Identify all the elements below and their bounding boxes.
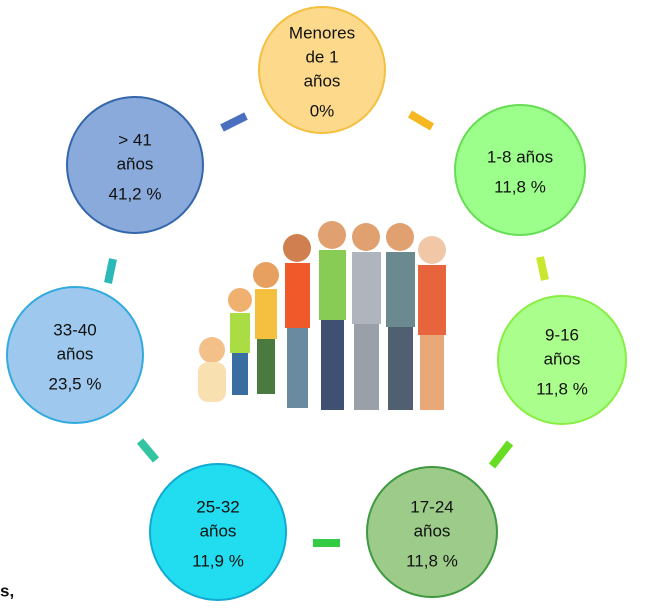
- age-group-node: 33-40 años 23,5 %: [6, 286, 144, 424]
- node-label: años: [200, 521, 237, 540]
- node-value: 11,8 %: [406, 551, 458, 570]
- connectors: [104, 110, 549, 547]
- node-label: años: [304, 71, 341, 90]
- person: [418, 236, 446, 410]
- person: [318, 221, 346, 410]
- node-label: Menores: [289, 23, 355, 42]
- node-label: 9-16: [545, 325, 579, 344]
- node-value: 11,9 %: [192, 551, 244, 570]
- node-label: 33-40: [53, 320, 96, 339]
- text-fragment: s,: [0, 581, 14, 600]
- node-label: 1-8 años: [487, 147, 553, 166]
- connector: [104, 258, 117, 284]
- node-circle: [454, 104, 586, 236]
- node-label: años: [57, 344, 94, 363]
- node-circle: [149, 463, 287, 601]
- age-group-node: > 41 años 41,2 %: [66, 96, 204, 234]
- node-label: 25-32: [196, 497, 239, 516]
- node-circle: [258, 6, 386, 134]
- node-circle: [366, 466, 498, 598]
- node-value: 41,2 %: [109, 184, 162, 203]
- person: [352, 223, 381, 410]
- node-label: > 41: [118, 130, 152, 149]
- node-value: 11,8 %: [536, 379, 588, 398]
- node-label: años: [544, 349, 581, 368]
- node-circle: [6, 286, 144, 424]
- age-group-node: 25-32 años 11,9 %: [149, 463, 287, 601]
- people-illustration: [190, 212, 452, 422]
- age-group-node: Menores de 1 años 0%: [258, 6, 386, 134]
- age-group-node: 1-8 años 11,8 %: [454, 104, 586, 236]
- node-label: 17-24: [410, 497, 453, 516]
- person: [253, 262, 279, 394]
- connector: [407, 110, 435, 131]
- connector: [536, 256, 549, 281]
- node-value: 0%: [310, 101, 335, 120]
- person: [228, 288, 252, 395]
- node-label: de 1: [305, 47, 338, 66]
- node-value: 11,8 %: [494, 177, 546, 196]
- node-label: años: [414, 521, 451, 540]
- person: [386, 223, 415, 410]
- age-group-node: 9-16 años 11,8 %: [497, 295, 627, 425]
- connector: [136, 438, 160, 463]
- node-value: 23,5 %: [49, 374, 102, 393]
- connector: [488, 440, 514, 469]
- person: [198, 337, 226, 402]
- age-group-node: 17-24 años 11,8 %: [366, 466, 498, 598]
- node-circle: [66, 96, 204, 234]
- connector: [220, 112, 248, 132]
- person: [283, 234, 311, 408]
- node-circle: [497, 295, 627, 425]
- node-label: años: [117, 154, 154, 173]
